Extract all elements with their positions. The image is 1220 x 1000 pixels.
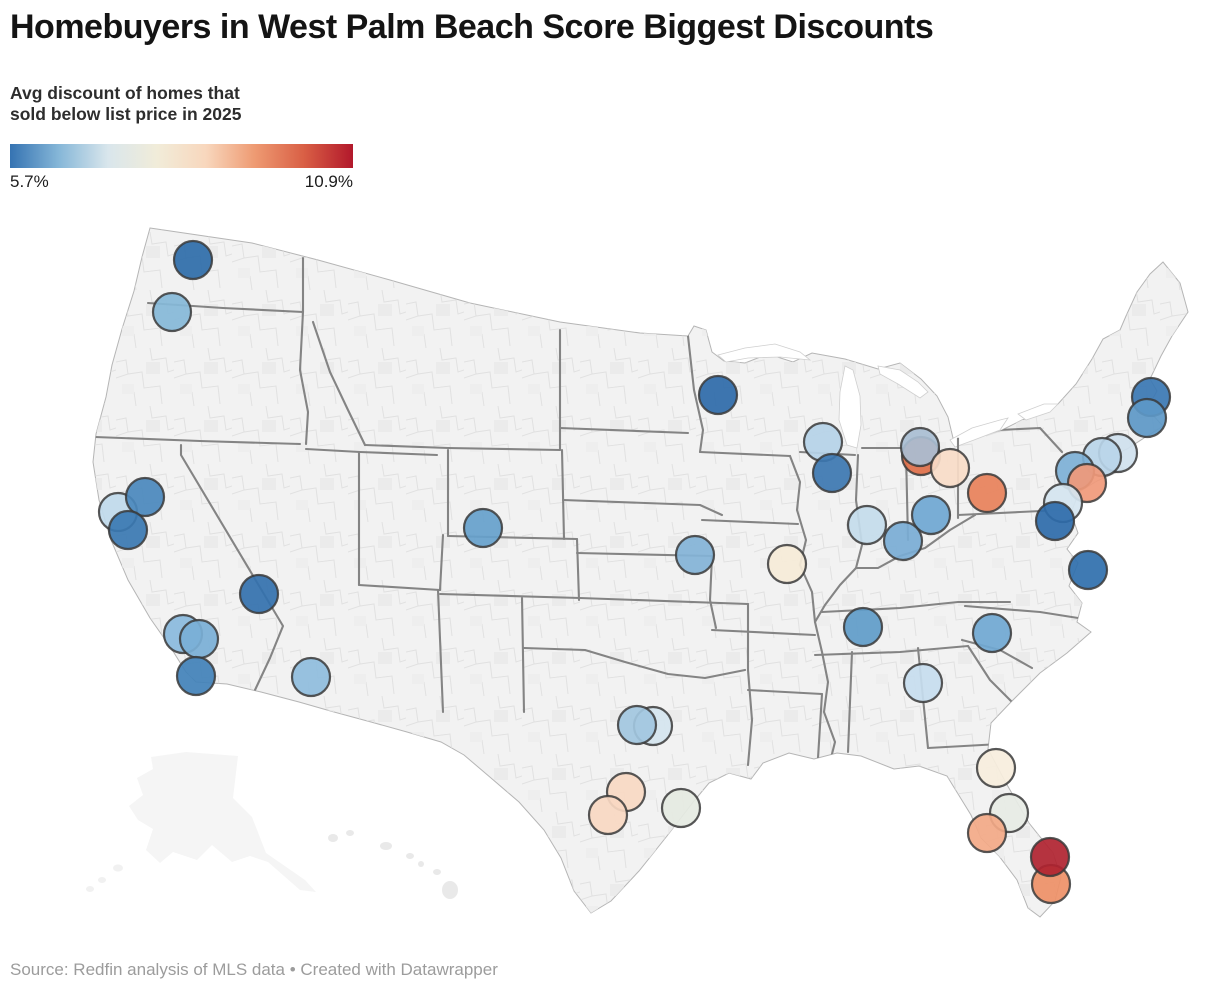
map-point[interactable] xyxy=(1067,549,1109,591)
legend-label-line1: Avg discount of homes that xyxy=(10,83,240,103)
map-point[interactable] xyxy=(966,472,1008,514)
map-point[interactable] xyxy=(882,520,924,562)
map-point[interactable] xyxy=(172,239,214,281)
legend-label: Avg discount of homes that sold below li… xyxy=(10,83,241,125)
legend-label-line2: sold below list price in 2025 xyxy=(10,104,242,124)
legend-gradient-bar xyxy=(10,144,353,168)
map-point[interactable] xyxy=(971,612,1013,654)
map-point[interactable] xyxy=(674,534,716,576)
map-point[interactable] xyxy=(1029,836,1071,878)
map-point[interactable] xyxy=(811,452,853,494)
map-point[interactable] xyxy=(238,573,280,615)
map-point[interactable] xyxy=(902,662,944,704)
map-point[interactable] xyxy=(178,618,220,660)
chart-title: Homebuyers in West Palm Beach Score Bigg… xyxy=(10,8,934,46)
legend-ticks: 5.7% 10.9% xyxy=(10,172,353,192)
map-point[interactable] xyxy=(697,374,739,416)
map-point[interactable] xyxy=(107,509,149,551)
alaska-inset xyxy=(86,752,316,892)
map-point[interactable] xyxy=(929,447,971,489)
map-point[interactable] xyxy=(175,655,217,697)
source-attribution: Source: Redfin analysis of MLS data • Cr… xyxy=(10,960,498,979)
map-point[interactable] xyxy=(290,656,332,698)
map-point[interactable] xyxy=(616,704,658,746)
map-point[interactable] xyxy=(766,543,808,585)
map-point[interactable] xyxy=(975,747,1017,789)
legend-max-label: 10.9% xyxy=(304,172,353,191)
map-point[interactable] xyxy=(660,787,702,829)
hawaii-inset xyxy=(328,830,458,899)
map-point[interactable] xyxy=(966,812,1008,854)
map-point[interactable] xyxy=(1126,397,1168,439)
map-point[interactable] xyxy=(151,291,193,333)
us-landmass xyxy=(92,227,1189,918)
map-point[interactable] xyxy=(1034,500,1076,542)
map-point[interactable] xyxy=(124,476,166,518)
great-lakes xyxy=(717,343,1059,449)
map-point[interactable] xyxy=(899,426,941,468)
map-points-layer xyxy=(97,239,1172,905)
map-point[interactable] xyxy=(910,494,952,536)
map-point[interactable] xyxy=(842,606,884,648)
map-point[interactable] xyxy=(587,794,629,836)
map-point[interactable] xyxy=(846,504,888,546)
legend-min-label: 5.7% xyxy=(10,172,49,191)
map-point[interactable] xyxy=(462,507,504,549)
